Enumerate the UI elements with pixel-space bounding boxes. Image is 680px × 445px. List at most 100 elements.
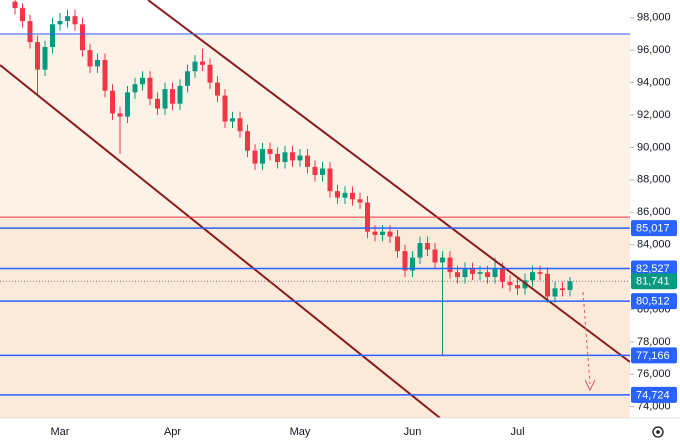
candle-body <box>192 61 198 72</box>
candle-body <box>312 166 318 175</box>
candle-body <box>72 16 78 25</box>
candle-body <box>470 268 475 274</box>
price-badge <box>631 293 677 310</box>
price-badge <box>631 260 677 277</box>
price-badge-label: 74,724 <box>636 389 670 401</box>
candle-body <box>245 131 250 151</box>
price-badge <box>631 220 677 237</box>
candle-body <box>485 272 490 278</box>
candle-body <box>530 272 535 281</box>
y-tick-label: 88,000 <box>637 174 671 186</box>
candle-body <box>260 149 265 164</box>
price-badge <box>631 347 677 364</box>
y-tick-label: 92,000 <box>637 109 671 121</box>
candle-body <box>282 152 288 163</box>
candle-body <box>447 257 453 273</box>
x-tick-label: May <box>290 426 311 438</box>
price-badge-label: 82,527 <box>636 263 670 275</box>
candle-body <box>185 71 190 86</box>
x-tick-label: Jul <box>510 426 524 438</box>
candle-body <box>117 113 123 117</box>
candle-body <box>320 168 325 175</box>
candle-body <box>545 273 550 297</box>
candle-body <box>357 199 363 203</box>
candle-body <box>12 1 18 9</box>
candle-body <box>125 92 130 117</box>
candle-body <box>102 59 108 91</box>
y-tick-label: 74,000 <box>637 401 671 413</box>
y-tick-label: 96,000 <box>637 44 671 56</box>
candle-body <box>252 150 258 164</box>
arrow-head <box>584 379 596 392</box>
candle-body <box>290 152 295 161</box>
candle-body <box>50 24 55 47</box>
candle-body <box>462 268 468 278</box>
candle-body <box>222 95 228 122</box>
candle-body <box>207 64 213 83</box>
candle-body <box>65 16 70 22</box>
candle-body <box>162 89 168 109</box>
candle-body <box>27 21 33 43</box>
price-badge-label: 81,741 <box>636 276 670 288</box>
candle-body <box>57 21 63 25</box>
candle-body <box>417 243 423 258</box>
candle-body <box>350 192 355 200</box>
y-tick-label: 76,000 <box>637 368 671 380</box>
candle-body <box>477 272 483 274</box>
candle-body <box>492 268 498 278</box>
x-tick-label: Mar <box>51 426 70 438</box>
gear-center[interactable] <box>656 430 660 434</box>
candle-body <box>335 191 340 198</box>
candle-body <box>140 77 145 85</box>
candle-body <box>380 231 385 235</box>
y-tick-label: 90,000 <box>637 141 671 153</box>
y-tick-label: 84,000 <box>637 239 671 251</box>
candle-body <box>507 281 513 286</box>
price-badge <box>631 386 677 403</box>
candle-body <box>567 281 573 291</box>
candle-body <box>87 50 93 67</box>
channel-lower <box>0 64 441 419</box>
candle-body <box>230 118 235 122</box>
candle-body <box>560 288 565 291</box>
candle-body <box>342 192 348 198</box>
candle-body <box>305 155 310 167</box>
candle-body <box>455 272 460 278</box>
candle-body <box>500 268 505 282</box>
candle-body <box>42 46 48 70</box>
candle-body <box>515 285 520 289</box>
y-tick-label: 94,000 <box>637 77 671 89</box>
candle-body <box>275 153 280 163</box>
candle-body <box>132 84 138 93</box>
candle-body <box>177 85 183 104</box>
price-badge-label: 85,017 <box>636 223 670 235</box>
x-tick-label: Apr <box>164 426 181 438</box>
y-tick-label: 86,000 <box>637 206 671 218</box>
price-badge-label: 80,512 <box>636 296 670 308</box>
candle-body <box>237 118 243 132</box>
y-tick-label: 98,000 <box>637 12 671 24</box>
candle-body <box>35 42 40 70</box>
candle-body <box>155 98 160 109</box>
price-badge-label: 77,166 <box>636 350 670 362</box>
candle-body <box>110 90 115 114</box>
candle-body <box>215 82 220 96</box>
candle-body <box>410 257 415 271</box>
candle-body <box>387 231 393 237</box>
candle-body <box>327 168 333 192</box>
candle-body <box>537 272 543 274</box>
y-tick-label: 78,000 <box>637 336 671 348</box>
candle-body <box>267 149 273 154</box>
x-tick-label: Jun <box>404 426 422 438</box>
candle-body <box>170 89 175 104</box>
price-badge <box>631 273 677 290</box>
gear[interactable] <box>652 426 664 438</box>
settings-icon[interactable] <box>652 426 664 438</box>
candle-body <box>395 236 400 252</box>
candle-body <box>147 77 153 99</box>
time-axis <box>0 418 680 445</box>
candle-body <box>95 59 100 67</box>
candle-body <box>432 249 438 263</box>
candle-body <box>372 231 378 235</box>
